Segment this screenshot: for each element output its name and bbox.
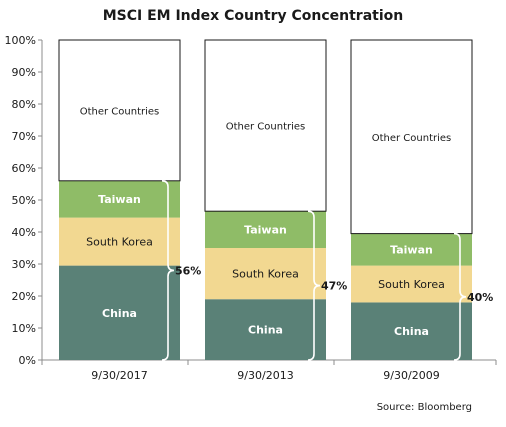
bar-segment-south-korea <box>205 248 326 300</box>
y-tick-label: 90% <box>12 66 36 79</box>
concentration-brace <box>453 232 467 361</box>
segment-label-other-countries: Other Countries <box>226 122 306 133</box>
y-tick-label: 30% <box>12 258 36 271</box>
y-tick-label: 0% <box>19 354 36 367</box>
bar-segment-china <box>59 265 180 360</box>
bar-segment-other-countries <box>58 39 181 182</box>
y-tick-label: 60% <box>12 162 36 175</box>
segment-label-south-korea: South Korea <box>378 278 445 291</box>
bar-segment-south-korea <box>59 217 180 266</box>
segment-label-taiwan: Taiwan <box>390 244 433 257</box>
concentration-label: 56% <box>175 264 201 277</box>
bar-segment-taiwan <box>59 180 180 218</box>
segment-label-china: China <box>248 324 283 337</box>
y-tick-label: 80% <box>12 98 36 111</box>
bar-segment-other-countries <box>350 39 473 235</box>
bar-segment-china <box>351 302 472 360</box>
segment-label-china: China <box>102 307 137 320</box>
segment-label-south-korea: South Korea <box>86 236 153 249</box>
segment-label-south-korea: South Korea <box>232 268 299 281</box>
y-tick-label: 40% <box>12 226 36 239</box>
category-label: 9/30/2017 <box>91 369 147 382</box>
y-tick-label: 70% <box>12 130 36 143</box>
y-tick-label: 20% <box>12 290 36 303</box>
concentration-brace <box>307 210 321 361</box>
segment-label-china: China <box>394 325 429 338</box>
bar-segment-other-countries <box>204 39 327 212</box>
source-note: Source: Bloomberg <box>376 402 472 413</box>
segment-label-other-countries: Other Countries <box>80 106 160 117</box>
bar-segment-taiwan <box>205 211 326 248</box>
y-tick-label: 50% <box>12 194 36 207</box>
y-tick-label: 10% <box>12 322 36 335</box>
category-label: 9/30/2013 <box>237 369 293 382</box>
chart-title: MSCI EM Index Country Concentration <box>102 8 404 24</box>
concentration-label: 40% <box>467 291 493 304</box>
concentration-brace <box>161 180 175 361</box>
category-label: 9/30/2009 <box>383 369 439 382</box>
concentration-label: 47% <box>321 280 347 293</box>
segment-label-other-countries: Other Countries <box>372 133 452 144</box>
bar-segment-south-korea <box>351 265 472 303</box>
segment-label-taiwan: Taiwan <box>98 193 141 206</box>
segment-label-taiwan: Taiwan <box>244 224 287 237</box>
bar-segment-taiwan <box>351 233 472 266</box>
bar-segment-china <box>205 299 326 360</box>
y-tick-label: 100% <box>5 34 36 47</box>
